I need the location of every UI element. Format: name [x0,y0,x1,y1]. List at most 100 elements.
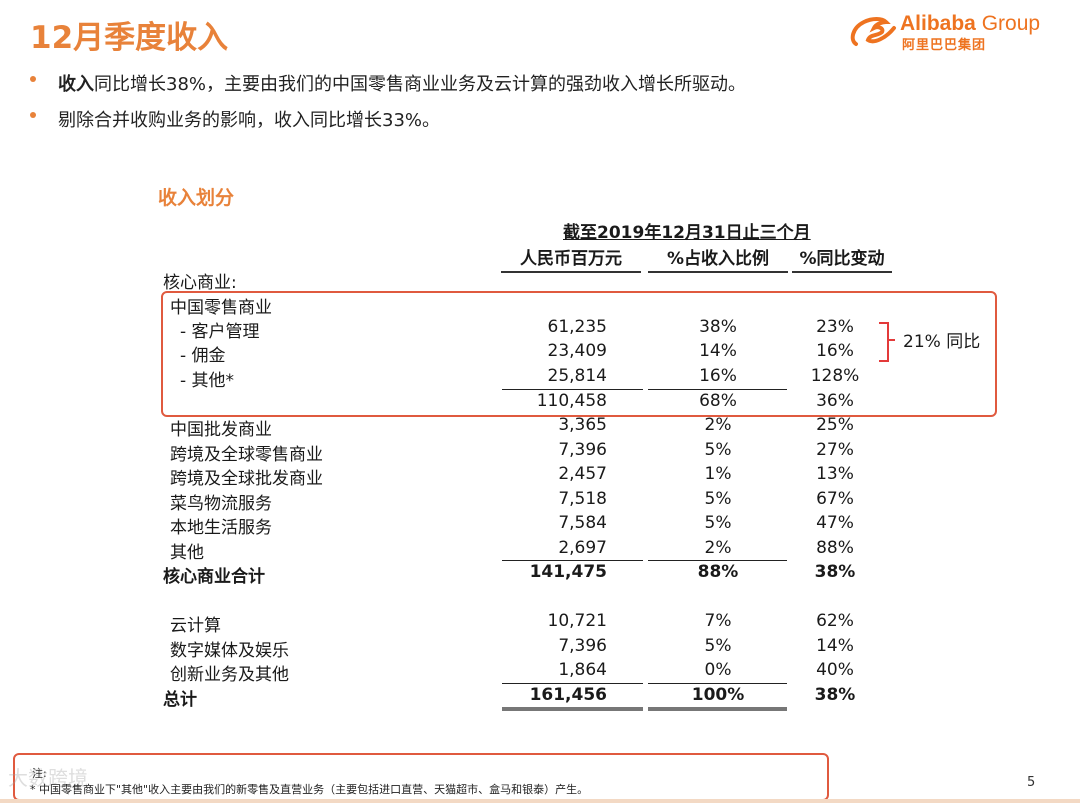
bullet-dot-icon [30,76,36,82]
cell-rmb: 23,409 [547,341,607,361]
slide-title: 12月季度收入 [30,20,229,56]
cell-rmb: 25,814 [547,366,607,386]
row-label: 数字媒体及娱乐 [170,641,289,661]
period-header: 截至2019年12月31日止三个月 [563,223,811,243]
cell-rmb: 3,365 [558,415,607,435]
bullet-dot-icon [30,112,36,118]
cell-rmb: 10,721 [547,611,607,631]
bullet-text: 同比增长38%，主要由我们的中国零售商业业务及云计算的强劲收入增长所驱动。 [94,74,747,95]
cell-yoy: 88% [816,538,854,558]
cell-rmb: 141,475 [529,562,607,582]
subtotal-rule [502,389,643,390]
brace-annotation: 21% 同比 [903,332,981,352]
cell-yoy: 40% [816,660,854,680]
cell-pct: 2% [704,538,732,558]
table-row: 跨境及全球批发商业 2,457 1% 13% [0,464,1080,489]
row-label: 跨境及全球批发商业 [170,469,323,489]
cell-yoy: 38% [814,562,856,582]
subtotal-rule [502,683,643,684]
cell-rmb: 61,235 [547,317,607,337]
table-row: 跨境及全球零售商业 7,396 5% 27% [0,440,1080,465]
table-row: 菜鸟物流服务 7,518 5% 67% [0,489,1080,514]
table-row: 数字媒体及娱乐 7,396 5% 14% [0,636,1080,661]
table-row-subtotal: 110,458 68% 36% [0,391,1080,415]
brace-icon [879,322,889,362]
cell-rmb: 7,584 [558,513,607,533]
cell-pct: 1% [704,464,732,484]
logo-group: Group [975,12,1041,35]
row-label: 中国批发商业 [170,420,272,440]
table-row: 中国零售商业 [0,293,1080,318]
cell-rmb: 2,697 [558,538,607,558]
row-label: 核心商业合计 [163,567,265,587]
cell-yoy: 38% [814,685,856,705]
cell-pct: 68% [699,391,737,411]
cell-pct: 5% [704,489,732,509]
section-title: 收入划分 [158,187,235,209]
cell-rmb: 110,458 [536,391,607,411]
cell-yoy: 67% [816,489,854,509]
subtotal-rule [648,560,787,561]
table-row: 云计算 10,721 7% 62% [0,611,1080,636]
table-row: - 佣金 23,409 14% 16% [0,341,1080,366]
alibaba-group-logo: Alibaba Group 阿里巴巴集团 [848,12,1063,54]
row-label: 其他 [170,543,204,563]
cell-pct: 100% [691,685,745,705]
brace-tick [889,339,895,341]
footnote-text: * 中国零售商业下"其他"收入主要由我们的新零售及直营业务（主要包括进口直营、天… [30,783,589,796]
cell-rmb: 161,456 [529,685,607,705]
cell-yoy: 27% [816,440,854,460]
row-label: 创新业务及其他 [170,665,289,685]
logo-chinese: 阿里巴巴集团 [902,38,987,53]
cell-yoy: 16% [816,341,854,361]
logo-alibaba: Alibaba [900,12,976,35]
logo-wordmark: Alibaba Group [900,12,1040,36]
table-group-row: 核心商业: [0,268,1080,293]
page-number: 5 [1027,775,1036,790]
footnote-header: 注: [32,767,47,780]
total-double-rule [648,707,787,711]
table-row: - 客户管理 61,235 38% 23% [0,317,1080,342]
subtotal-rule [648,389,787,390]
cell-yoy: 62% [816,611,854,631]
cell-yoy: 36% [816,391,854,411]
cell-yoy: 13% [816,464,854,484]
row-label: 总计 [163,690,197,710]
table-row: 本地生活服务 7,584 5% 47% [0,513,1080,538]
row-label: 云计算 [170,616,221,636]
cell-pct: 5% [704,513,732,533]
cell-rmb: 7,396 [558,440,607,460]
table-row: 中国批发商业 3,365 2% 25% [0,415,1080,440]
cell-pct: 0% [704,660,732,680]
cell-pct: 2% [704,415,732,435]
cell-pct: 5% [704,636,732,656]
subtotal-rule [502,560,643,561]
row-label: - 其他* [180,371,235,391]
column-header-pct: %占收入比例 [648,244,788,273]
total-double-rule [502,707,643,711]
cell-rmb: 7,518 [558,489,607,509]
bullet-bold: 收入 [58,74,94,95]
row-label: 菜鸟物流服务 [170,494,272,514]
table-row-core-total: 核心商业合计 141,475 88% 38% [0,562,1080,587]
table-row: - 其他* 25,814 16% 128% [0,366,1080,391]
cell-pct: 88% [697,562,739,582]
watermark: 大数跨境 [8,766,88,790]
column-header-yoy: %同比变动 [792,244,892,273]
cell-pct: 14% [699,341,737,361]
cell-pct: 16% [699,366,737,386]
cell-pct: 7% [704,611,732,631]
row-label: 本地生活服务 [170,518,272,538]
cell-rmb: 2,457 [558,464,607,484]
china-retail-highlight-box [161,291,997,417]
group-label: 核心商业: [163,273,237,293]
cell-rmb: 7,396 [558,636,607,656]
row-label: 跨境及全球零售商业 [170,445,323,465]
column-header-rmb: 人民币百万元 [501,244,641,273]
cell-pct: 38% [699,317,737,337]
cell-yoy: 23% [816,317,854,337]
bottom-bar [0,799,1080,803]
subtotal-rule [648,683,787,684]
cell-yoy: 128% [810,366,860,386]
row-label: - 客户管理 [180,322,260,342]
